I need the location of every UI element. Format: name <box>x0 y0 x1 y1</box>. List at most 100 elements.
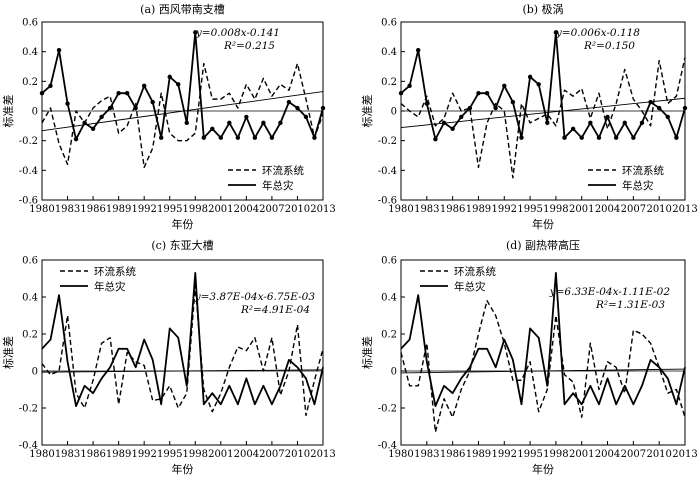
data-point <box>252 135 258 140</box>
x-tick-label: 1992 <box>131 204 156 215</box>
trend-r2: R²=1.31E-03 <box>595 299 665 311</box>
trend-r2: R²=4.91E-04 <box>240 304 310 316</box>
data-point <box>536 82 541 87</box>
x-tick-label: 1989 <box>466 449 491 460</box>
y-tick-label: 0 <box>32 367 38 378</box>
series-line-circulation <box>41 62 324 169</box>
data-point <box>184 120 189 126</box>
y-tick-label: -0.2 <box>19 136 38 147</box>
data-point <box>613 135 619 140</box>
y-tick-label: -0.6 <box>19 196 38 207</box>
data-point <box>286 99 292 105</box>
y-tick-label: 0 <box>391 107 397 118</box>
x-tick-label: 1986 <box>440 449 465 460</box>
y-tick-label: 0.6 <box>381 18 397 29</box>
data-point <box>450 126 455 131</box>
data-point <box>596 135 602 140</box>
x-tick-label: 2004 <box>234 449 259 460</box>
data-point <box>631 135 636 140</box>
data-point <box>201 135 206 140</box>
data-point <box>519 135 524 140</box>
panel-title: (b) 极涡 <box>522 2 563 16</box>
x-tick-label: 1980 <box>388 204 413 215</box>
x-tick-label: 1989 <box>466 204 491 215</box>
x-tick-label: 1998 <box>543 204 568 215</box>
data-point <box>570 126 576 131</box>
series-line-circulation <box>400 300 686 433</box>
x-tick-label: 1986 <box>440 204 465 215</box>
x-tick-label: 2013 <box>672 204 697 215</box>
series-line-circulation <box>400 57 686 179</box>
data-point <box>141 83 147 88</box>
x-tick-label: 1983 <box>55 204 80 215</box>
y-tick-label: 0.2 <box>22 77 38 88</box>
y-tick-label: 0.4 <box>22 47 38 58</box>
data-point <box>416 47 421 53</box>
x-tick-label: 1995 <box>517 204 542 215</box>
data-point <box>107 105 113 111</box>
data-point <box>90 126 96 131</box>
series-line-circulation <box>41 285 324 417</box>
x-tick-label: 1989 <box>106 204 131 215</box>
x-tick-label: 2004 <box>595 204 620 215</box>
x-tick-label: 2004 <box>234 204 259 215</box>
y-tick-label: 0.2 <box>22 330 38 341</box>
trend-equation: y=0.006x-0.118 <box>555 27 640 39</box>
data-point <box>124 91 130 96</box>
data-point <box>502 83 507 88</box>
trend-equation: y=0.008x-0.141 <box>195 27 280 39</box>
x-tick-label: 2007 <box>259 204 284 215</box>
x-tick-label: 2010 <box>285 449 310 460</box>
x-tick-label: 2001 <box>208 449 233 460</box>
data-point <box>65 101 70 106</box>
data-point <box>433 136 438 142</box>
x-tick-label: 2001 <box>569 204 594 215</box>
y-tick-label: 0.2 <box>381 77 397 88</box>
data-point <box>73 136 79 142</box>
legend-label: 年总灾 <box>622 179 654 192</box>
y-axis-title: 标准差 <box>1 95 15 128</box>
data-point <box>48 83 53 88</box>
x-tick-label: 2001 <box>208 204 233 215</box>
data-point <box>424 101 430 106</box>
data-point <box>398 91 404 96</box>
panel-title: (d) 副热带高压 <box>506 238 580 252</box>
x-axis-title: 年份 <box>532 462 554 476</box>
data-point <box>320 105 326 111</box>
x-tick-label: 1980 <box>29 204 54 215</box>
data-point <box>467 105 473 111</box>
x-tick-label: 2010 <box>646 204 671 215</box>
data-point <box>562 135 567 140</box>
data-point <box>295 105 300 111</box>
legend-label: 环流系统 <box>94 265 136 278</box>
x-tick-label: 2004 <box>595 449 620 460</box>
x-axis-title: 年份 <box>532 217 554 231</box>
data-point <box>656 105 662 111</box>
data-point <box>269 135 275 140</box>
data-point <box>167 74 172 80</box>
x-tick-label: 1992 <box>492 204 517 215</box>
x-tick-label: 1995 <box>157 449 182 460</box>
x-tick-label: 2007 <box>259 449 284 460</box>
data-point <box>648 99 653 105</box>
y-tick-label: 0.6 <box>22 18 38 29</box>
data-point <box>303 114 309 120</box>
data-point <box>441 120 447 126</box>
data-point <box>459 114 464 120</box>
x-tick-label: 1983 <box>55 449 80 460</box>
data-point <box>39 91 45 96</box>
data-point <box>227 120 232 126</box>
y-axis-title: 标准差 <box>360 95 374 128</box>
series-line-disaster <box>41 272 324 408</box>
data-point <box>312 135 317 140</box>
legend-label: 年总灾 <box>262 179 294 192</box>
y-tick-label: -0.2 <box>378 404 397 415</box>
panel-title: (a) 西风带南支槽 <box>140 3 225 16</box>
data-point <box>210 126 215 131</box>
